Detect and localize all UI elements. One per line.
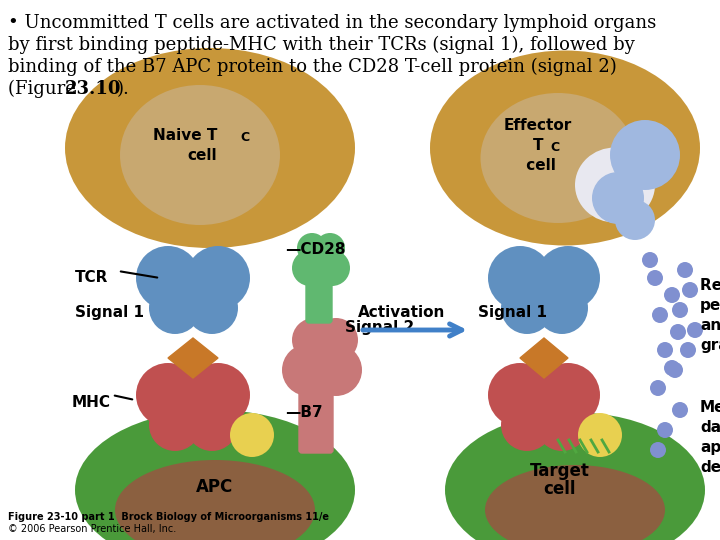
Circle shape: [292, 318, 336, 362]
Circle shape: [149, 399, 201, 451]
Circle shape: [310, 344, 362, 396]
Ellipse shape: [485, 465, 665, 540]
Text: Signal 1: Signal 1: [478, 305, 547, 320]
Circle shape: [672, 402, 688, 418]
Circle shape: [501, 282, 553, 334]
Circle shape: [677, 262, 693, 278]
Ellipse shape: [430, 51, 700, 246]
Circle shape: [652, 307, 668, 323]
Circle shape: [536, 399, 588, 451]
Text: cell: cell: [521, 158, 555, 173]
Text: TCR: TCR: [75, 270, 109, 285]
Text: MHC: MHC: [72, 395, 111, 410]
Text: perforin: perforin: [700, 298, 720, 313]
FancyBboxPatch shape: [306, 262, 332, 323]
Text: Effector: Effector: [504, 118, 572, 133]
Circle shape: [657, 342, 673, 358]
Circle shape: [680, 342, 696, 358]
Circle shape: [670, 324, 686, 340]
Circle shape: [186, 363, 250, 427]
Circle shape: [667, 362, 683, 378]
Circle shape: [314, 250, 350, 286]
Text: C: C: [550, 141, 559, 154]
Text: Activation: Activation: [358, 305, 446, 320]
Text: Signal 2: Signal 2: [345, 320, 414, 335]
Circle shape: [642, 252, 658, 268]
Text: APC: APC: [197, 478, 233, 496]
Circle shape: [501, 399, 553, 451]
Circle shape: [664, 287, 680, 303]
Circle shape: [136, 246, 200, 310]
Text: binding of the B7 APC protein to the CD28 T-cell protein (signal 2): binding of the B7 APC protein to the CD2…: [8, 58, 617, 76]
Circle shape: [292, 250, 328, 286]
Circle shape: [536, 363, 600, 427]
Text: © 2006 Pearson Prentice Hall, Inc.: © 2006 Pearson Prentice Hall, Inc.: [8, 524, 176, 534]
Text: —CD28: —CD28: [285, 242, 346, 257]
Text: Naive T: Naive T: [153, 128, 217, 143]
Circle shape: [536, 246, 600, 310]
Circle shape: [664, 360, 680, 376]
Circle shape: [315, 233, 345, 263]
Circle shape: [186, 399, 238, 451]
Text: Figure 23-10 part 1  Brock Biology of Microorganisms 11/e: Figure 23-10 part 1 Brock Biology of Mic…: [8, 512, 329, 522]
Circle shape: [488, 363, 552, 427]
Circle shape: [314, 318, 358, 362]
Circle shape: [657, 422, 673, 438]
FancyBboxPatch shape: [299, 367, 333, 453]
Polygon shape: [520, 338, 568, 378]
Circle shape: [297, 233, 327, 263]
Ellipse shape: [445, 413, 705, 540]
Text: Signal 1: Signal 1: [75, 305, 144, 320]
Circle shape: [186, 246, 250, 310]
Text: granzymes: granzymes: [700, 338, 720, 353]
Circle shape: [610, 120, 680, 190]
Text: • Uncommitted T cells are activated in the secondary lymphoid organs: • Uncommitted T cells are activated in t…: [8, 14, 656, 32]
Text: 23.10: 23.10: [65, 80, 122, 98]
Ellipse shape: [575, 147, 655, 222]
Ellipse shape: [480, 93, 636, 223]
Circle shape: [672, 302, 688, 318]
Ellipse shape: [75, 410, 355, 540]
Text: —B7: —B7: [285, 405, 323, 420]
Circle shape: [149, 282, 201, 334]
Circle shape: [647, 270, 663, 286]
Text: C: C: [240, 131, 249, 144]
Circle shape: [136, 363, 200, 427]
Ellipse shape: [115, 460, 315, 540]
Circle shape: [282, 344, 334, 396]
Text: cell: cell: [544, 480, 576, 498]
Text: and: and: [700, 318, 720, 333]
Circle shape: [615, 200, 655, 240]
Text: T: T: [533, 138, 544, 153]
Circle shape: [488, 246, 552, 310]
Circle shape: [536, 282, 588, 334]
Circle shape: [592, 172, 644, 224]
Ellipse shape: [65, 48, 355, 248]
Text: Target: Target: [530, 462, 590, 480]
Polygon shape: [168, 338, 218, 378]
Ellipse shape: [120, 85, 280, 225]
Text: cell: cell: [187, 148, 217, 163]
Text: Release of: Release of: [700, 278, 720, 293]
Circle shape: [682, 282, 698, 298]
Text: ).: ).: [117, 80, 130, 98]
Text: damage,: damage,: [700, 420, 720, 435]
Text: apoptosis,: apoptosis,: [700, 440, 720, 455]
Circle shape: [650, 380, 666, 396]
Text: (Figure: (Figure: [8, 80, 81, 98]
Circle shape: [650, 442, 666, 458]
Circle shape: [687, 322, 703, 338]
Text: Membrane: Membrane: [700, 400, 720, 415]
Circle shape: [186, 282, 238, 334]
Text: death: death: [700, 460, 720, 475]
Circle shape: [578, 413, 622, 457]
Text: by first binding peptide-MHC with their TCRs (signal 1), followed by: by first binding peptide-MHC with their …: [8, 36, 635, 54]
Circle shape: [230, 413, 274, 457]
